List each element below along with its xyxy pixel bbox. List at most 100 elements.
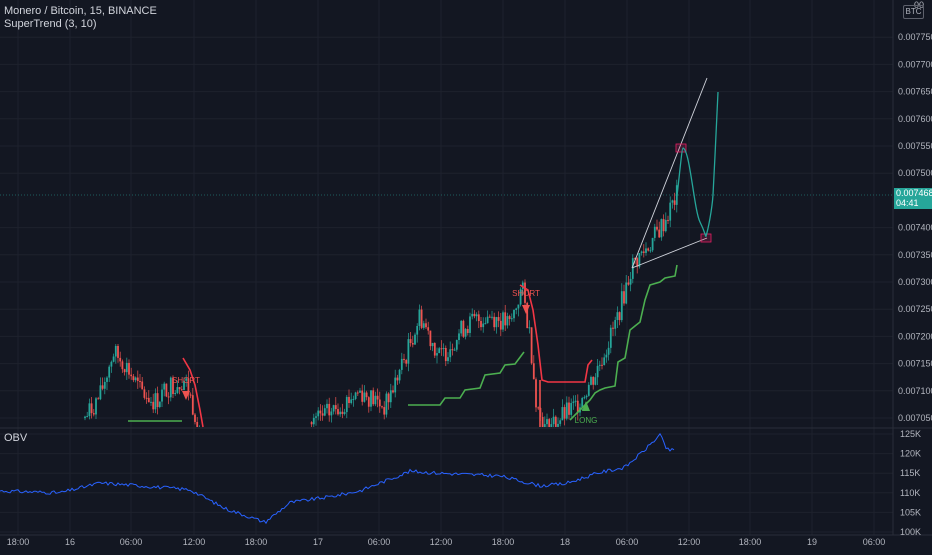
obv-tick-label: 120K: [900, 449, 921, 459]
obv-line: [0, 432, 675, 525]
short-signal-label: SHORT: [512, 289, 540, 298]
candle-body: [370, 390, 372, 407]
candle-body: [603, 357, 606, 366]
candle-body: [343, 412, 346, 414]
candle-body: [475, 314, 478, 317]
candle-body: [499, 320, 502, 330]
candle-body: [328, 403, 331, 416]
candle-body: [420, 309, 423, 328]
candle-body: [669, 202, 672, 221]
candle-body: [592, 376, 595, 385]
projection-path: [676, 91, 719, 238]
candle-body: [572, 401, 575, 404]
candle-body: [123, 369, 126, 373]
candle-body: [158, 401, 161, 408]
candle-body: [537, 407, 540, 409]
time-tick-label: 19: [807, 537, 817, 547]
candle-body: [429, 330, 432, 347]
candle-body: [444, 347, 447, 362]
candle-body: [464, 328, 467, 337]
candle-body: [634, 258, 636, 260]
candle-body: [673, 200, 676, 205]
price-tick-label: 0.007750: [898, 32, 932, 42]
candle-body: [612, 327, 614, 329]
candle-body: [337, 409, 339, 415]
candle-body: [491, 316, 493, 318]
candle-body: [385, 393, 388, 415]
price-tick-label: 0.007550: [898, 141, 932, 151]
obv-label[interactable]: OBV: [4, 432, 28, 444]
candle-body: [447, 357, 449, 362]
candle-body: [598, 364, 601, 366]
candle-body: [649, 250, 652, 252]
time-tick-label: 16: [65, 537, 75, 547]
candle-body: [471, 313, 474, 317]
candle-body: [568, 402, 570, 415]
candle-body: [165, 383, 168, 397]
candle-body: [614, 320, 617, 329]
candle-body: [574, 400, 577, 402]
candle-body: [84, 416, 86, 419]
candle-body: [339, 411, 342, 415]
candle-body: [605, 354, 608, 358]
candle-body: [365, 392, 368, 398]
price-tick-label: 0.007600: [898, 114, 932, 124]
candle-body: [367, 397, 370, 407]
candle-body: [480, 321, 482, 328]
candle-body: [506, 316, 509, 326]
candle-body: [554, 416, 557, 427]
candle-body: [671, 200, 674, 203]
candle-body: [647, 248, 650, 251]
indicator-legend[interactable]: SuperTrend (3, 10): [4, 18, 97, 30]
candle-body: [629, 278, 632, 285]
symbol-title[interactable]: Monero / Bitcoin, 15, BINANCE: [4, 5, 157, 17]
candle-body: [664, 219, 667, 232]
candle-body: [139, 381, 141, 383]
candle-body: [440, 348, 443, 350]
candle-body: [378, 399, 381, 407]
candle-body: [530, 327, 533, 364]
candle-body: [473, 313, 476, 317]
candle-body: [667, 219, 669, 221]
candle-body: [526, 302, 529, 329]
candle-body: [185, 378, 188, 381]
candle-body: [103, 381, 106, 389]
candle-body: [581, 398, 584, 408]
candle-body: [189, 394, 192, 396]
candle-body: [86, 416, 89, 418]
candle-body: [563, 407, 566, 419]
candle-body: [524, 282, 526, 303]
long-signal-arrow: [582, 401, 590, 411]
obv-tick-label: 105K: [900, 507, 921, 517]
candle-body: [352, 398, 355, 400]
candle-body: [557, 423, 559, 427]
candle-body: [660, 219, 663, 238]
candle-body: [548, 419, 551, 427]
candle-body: [466, 328, 469, 333]
candle-body: [156, 393, 159, 408]
obv-tick-label: 125K: [900, 429, 921, 439]
currency-badge[interactable]: BTC: [903, 5, 924, 19]
candle-body: [488, 316, 491, 318]
candle-body: [174, 392, 177, 395]
candle-body: [436, 353, 438, 356]
candle-body: [576, 400, 579, 413]
candle-body: [427, 327, 430, 331]
price-tick-label: 0.007400: [898, 223, 932, 233]
candle-body: [191, 395, 194, 415]
candle-body: [416, 325, 419, 335]
candle-body: [354, 392, 357, 399]
candle-body: [334, 405, 337, 410]
candle-body: [585, 395, 588, 398]
candle-body: [99, 385, 102, 400]
candle-body: [345, 396, 348, 413]
candle-body: [561, 407, 564, 421]
short-signal-arrow: [182, 391, 190, 400]
last-price-tag: 0.007468 04:41: [894, 188, 932, 209]
candle-body: [150, 401, 152, 403]
obv-tick-label: 100K: [900, 527, 921, 537]
supertrend-down-line: [182, 357, 204, 428]
candle-body: [636, 258, 639, 267]
